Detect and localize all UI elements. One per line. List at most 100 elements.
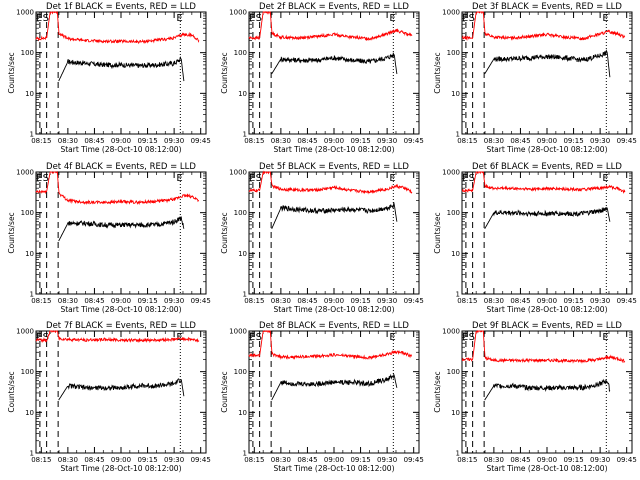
x-tick-label: 08:15	[244, 456, 264, 464]
y-tick-label: 1000	[16, 169, 34, 177]
chart-panel-4: Det 4f BLACK = Events, RED = LLD 1 10 100 10…	[7, 162, 211, 314]
chart-panel-8: Det 8f BLACK = Events, RED = LLD 1 10 100 10…	[220, 321, 424, 473]
marker-label: E	[176, 13, 182, 24]
marker-label: S	[256, 332, 262, 343]
chart-title: Det 2f BLACK = Events, RED = LLD	[259, 2, 409, 12]
marker-label: E	[249, 332, 255, 343]
y-tick-label: 1000	[229, 328, 247, 336]
y-tick-label: 100	[234, 49, 247, 57]
x-tick-label: 08:15	[244, 297, 264, 305]
series-line-events	[271, 202, 398, 229]
chart-title: Det 8f BLACK = Events, RED = LLD	[259, 321, 409, 331]
y-tick-label: 1000	[442, 169, 460, 177]
x-tick-label: 09:00	[324, 297, 344, 305]
x-axis-label: Start Time (28-Oct-10 08:12:00)	[273, 305, 394, 314]
chart-title: Det 1f BLACK = Events, RED = LLD	[46, 2, 196, 12]
y-axis-label: Counts/sec	[220, 371, 229, 412]
series-line-lld	[461, 171, 626, 194]
x-tick-label: 09:00	[111, 137, 131, 145]
x-tick-label: 09:00	[111, 456, 131, 464]
x-tick-label: 09:00	[324, 137, 344, 145]
y-tick-label: 1	[456, 450, 460, 458]
x-tick-label: 08:45	[297, 137, 317, 145]
chart-panel-6: Det 6f BLACK = Events, RED = LLD 1 10 100 10…	[433, 162, 637, 314]
series-line-lld	[461, 11, 626, 41]
y-axis-label: Counts/sec	[7, 212, 16, 253]
y-tick-label: 1000	[442, 9, 460, 17]
marker-label: E	[602, 173, 608, 184]
y-tick-label: 1	[30, 291, 34, 299]
x-tick-label: 09:00	[111, 297, 131, 305]
y-axis-label: Counts/sec	[220, 212, 229, 253]
marker-label: E	[462, 332, 468, 343]
y-tick-label: 10	[25, 90, 34, 98]
x-tick-label: 09:45	[617, 297, 637, 305]
x-axis-label: Start Time (28-Oct-10 08:12:00)	[273, 145, 394, 154]
series-line-events	[58, 378, 185, 401]
x-tick-label: 08:30	[271, 297, 291, 305]
x-tick-label: 09:45	[191, 456, 211, 464]
marker-label: S	[43, 332, 49, 343]
x-tick-label: 09:45	[617, 137, 637, 145]
series-line-events	[484, 206, 611, 230]
x-tick-label: 09:15	[563, 137, 583, 145]
y-tick-label: 1	[456, 291, 460, 299]
marker-label: E	[462, 13, 468, 24]
x-tick-label: 08:45	[510, 137, 530, 145]
x-axis-label: Start Time (28-Oct-10 08:12:00)	[60, 145, 181, 154]
x-tick-label: 09:45	[617, 456, 637, 464]
x-tick-label: 09:00	[324, 456, 344, 464]
y-tick-label: 1	[243, 131, 247, 139]
x-tick-label: 09:30	[590, 297, 610, 305]
marker-label: S	[256, 173, 262, 184]
y-tick-label: 100	[21, 368, 34, 376]
x-tick-label: 09:45	[191, 297, 211, 305]
y-tick-label: 10	[451, 250, 460, 258]
chart-panel-7: Det 7f BLACK = Events, RED = LLD 1 10 100 10…	[7, 321, 211, 473]
x-tick-label: 09:30	[590, 456, 610, 464]
y-tick-label: 1	[243, 450, 247, 458]
x-tick-label: 09:30	[377, 297, 397, 305]
y-tick-label: 1	[30, 131, 34, 139]
x-tick-label: 08:45	[84, 137, 104, 145]
x-tick-label: 08:15	[244, 137, 264, 145]
x-axis-label: Start Time (28-Oct-10 08:12:00)	[486, 464, 607, 473]
x-tick-label: 09:30	[377, 137, 397, 145]
x-tick-label: 08:45	[84, 456, 104, 464]
marker-label: E	[249, 173, 255, 184]
x-tick-label: 09:15	[563, 456, 583, 464]
y-tick-label: 100	[21, 49, 34, 57]
y-axis-label: Counts/sec	[433, 212, 442, 253]
y-tick-label: 100	[447, 368, 460, 376]
x-tick-label: 09:45	[404, 137, 424, 145]
marker-label: S	[43, 173, 49, 184]
marker-label: E	[389, 13, 395, 24]
series-line-events	[484, 378, 611, 401]
x-tick-label: 08:15	[31, 456, 51, 464]
marker-label: E	[36, 13, 42, 24]
x-tick-label: 09:45	[404, 456, 424, 464]
x-tick-label: 08:15	[457, 297, 477, 305]
x-tick-label: 09:15	[350, 137, 370, 145]
y-tick-label: 1000	[16, 9, 34, 17]
y-tick-label: 1	[456, 131, 460, 139]
marker-label: S	[256, 13, 262, 24]
x-tick-label: 09:15	[350, 297, 370, 305]
marker-label: E	[602, 13, 608, 24]
x-tick-label: 08:15	[31, 297, 51, 305]
y-tick-label: 1	[243, 291, 247, 299]
x-tick-label: 09:00	[537, 137, 557, 145]
y-tick-label: 1000	[442, 328, 460, 336]
series-line-lld	[248, 330, 413, 360]
marker-label: E	[176, 173, 182, 184]
x-tick-label: 09:15	[137, 297, 157, 305]
x-tick-label: 08:45	[297, 297, 317, 305]
y-tick-label: 10	[238, 90, 247, 98]
x-tick-label: 08:30	[484, 297, 504, 305]
y-tick-label: 10	[238, 250, 247, 258]
marker-label: S	[469, 13, 475, 24]
x-tick-label: 08:30	[58, 456, 78, 464]
x-tick-label: 09:00	[537, 297, 557, 305]
x-tick-label: 08:30	[58, 137, 78, 145]
